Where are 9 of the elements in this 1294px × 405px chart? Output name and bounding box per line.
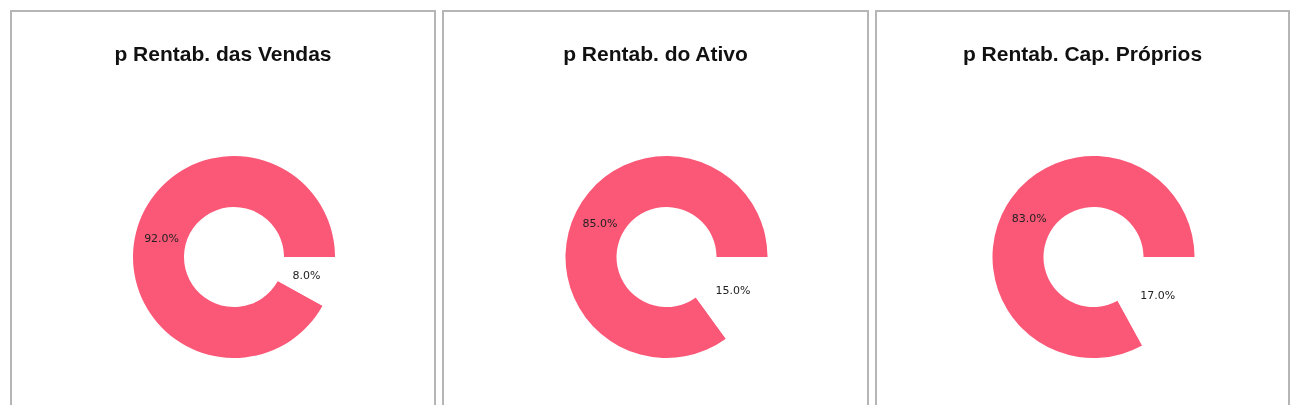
data-label: 85.0%	[582, 216, 618, 230]
chart-title: p Rentab. Cap. Próprios	[961, 42, 1204, 66]
data-label: 8.0%	[292, 269, 321, 283]
chart-title: p Rentab. do Ativo	[562, 42, 749, 66]
data-label: 15.0%	[715, 284, 751, 298]
data-label: 83.0%	[1011, 212, 1047, 226]
chart-title: p Rentab. das Vendas	[113, 42, 333, 66]
data-label: 92.0%	[144, 231, 180, 245]
data-label: 17.0%	[1140, 288, 1176, 302]
